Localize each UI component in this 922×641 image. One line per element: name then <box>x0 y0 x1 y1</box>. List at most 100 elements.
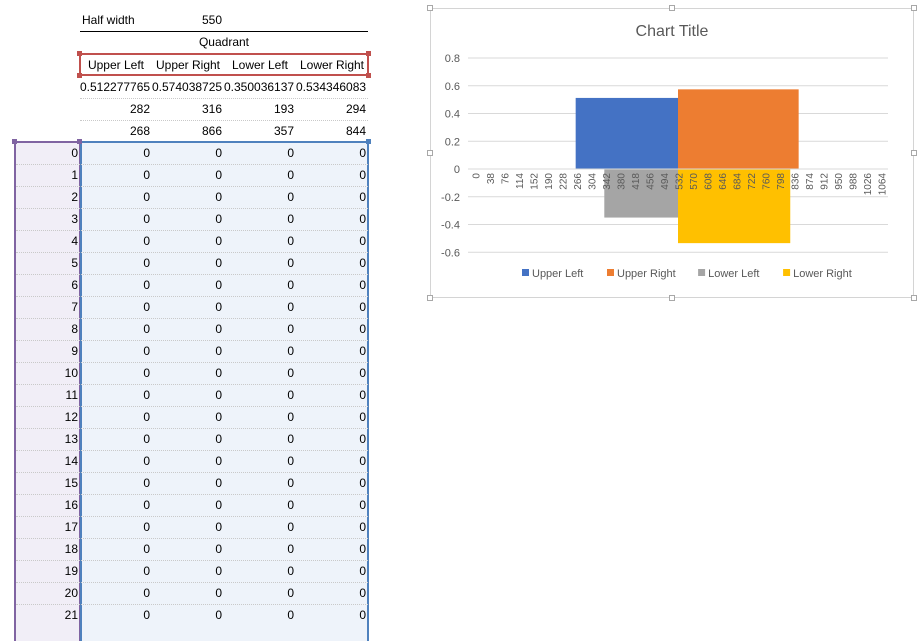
row-label[interactable]: 2 <box>71 190 78 204</box>
data-cell[interactable]: 0 <box>359 586 366 600</box>
data-cell[interactable]: 0 <box>215 498 222 512</box>
data-cell[interactable]: 0 <box>143 586 150 600</box>
data-cell[interactable]: 0 <box>359 168 366 182</box>
chart-resize-handle-tl[interactable] <box>427 5 433 11</box>
half-width-label[interactable]: Half width <box>82 13 135 27</box>
row-label[interactable]: 9 <box>71 344 78 358</box>
data-cell[interactable]: 0 <box>143 300 150 314</box>
data-cell[interactable]: 0 <box>287 388 294 402</box>
data-cell[interactable]: 0 <box>359 366 366 380</box>
data-cell[interactable]: 0 <box>143 410 150 424</box>
data-cell[interactable]: 0 <box>287 366 294 380</box>
row-label[interactable]: 17 <box>64 520 78 534</box>
data-cell[interactable]: 0 <box>215 146 222 160</box>
data-cell[interactable]: 0 <box>359 542 366 556</box>
data-cell[interactable]: 0 <box>287 608 294 622</box>
data-cell[interactable]: 0 <box>287 542 294 556</box>
data-cell[interactable]: 0 <box>143 146 150 160</box>
row-label[interactable]: 4 <box>71 234 78 248</box>
data-cell[interactable]: 0 <box>143 322 150 336</box>
data-cell[interactable]: 0 <box>359 454 366 468</box>
chart-resize-handle-tc[interactable] <box>669 5 675 11</box>
row-label[interactable]: 20 <box>64 586 78 600</box>
chart-resize-handle-bc[interactable] <box>669 295 675 301</box>
values-selection-handle[interactable] <box>366 139 371 144</box>
data-cell[interactable]: 0 <box>143 520 150 534</box>
data-cell[interactable]: 0 <box>359 344 366 358</box>
data-cell[interactable]: 0 <box>287 168 294 182</box>
data-cell[interactable]: 0 <box>359 608 366 622</box>
data-cell[interactable]: 0 <box>359 212 366 226</box>
data-cell[interactable]: 0 <box>287 454 294 468</box>
data-cell[interactable]: 0 <box>287 564 294 578</box>
data-cell[interactable]: 0 <box>287 344 294 358</box>
data-cell[interactable]: 0 <box>143 366 150 380</box>
summary-cell[interactable]: 357 <box>273 124 294 138</box>
data-cell[interactable]: 0 <box>359 520 366 534</box>
data-cell[interactable]: 0 <box>287 586 294 600</box>
summary-cell[interactable]: 0.350036137 <box>224 80 295 94</box>
summary-cell[interactable]: 0.574038725 <box>152 80 223 94</box>
data-cell[interactable]: 0 <box>215 168 222 182</box>
chart-resize-handle-br[interactable] <box>911 295 917 301</box>
summary-cell[interactable]: 268 <box>129 124 150 138</box>
row-label[interactable]: 1 <box>71 168 78 182</box>
data-cell[interactable]: 0 <box>287 234 294 248</box>
header-selection-handle[interactable] <box>366 51 371 56</box>
data-cell[interactable]: 0 <box>215 234 222 248</box>
summary-cell[interactable]: 193 <box>273 102 294 116</box>
data-cell[interactable]: 0 <box>359 388 366 402</box>
data-cell[interactable]: 0 <box>359 432 366 446</box>
row-label[interactable]: 15 <box>64 476 78 490</box>
data-cell[interactable]: 0 <box>143 542 150 556</box>
data-cell[interactable]: 0 <box>287 146 294 160</box>
row-label[interactable]: 19 <box>64 564 78 578</box>
summary-cell[interactable]: 294 <box>345 102 366 116</box>
header-selection-handle[interactable] <box>366 73 371 78</box>
data-cell[interactable]: 0 <box>359 190 366 204</box>
data-cell[interactable]: 0 <box>143 608 150 622</box>
half-width-value[interactable]: 550 <box>201 13 222 27</box>
data-cell[interactable]: 0 <box>359 476 366 490</box>
data-cell[interactable]: 0 <box>143 564 150 578</box>
chart-area[interactable]: Chart Title 0.8 0.6 0.4 0.2 0 -0.2 -0.4 -0.6 0 38 7… <box>430 8 914 298</box>
data-cell[interactable]: 0 <box>143 212 150 226</box>
row-label[interactable]: 6 <box>71 278 78 292</box>
data-cell[interactable]: 0 <box>287 432 294 446</box>
data-cell[interactable]: 0 <box>215 190 222 204</box>
header-selection-handle[interactable] <box>77 73 82 78</box>
quadrant-label[interactable]: Quadrant <box>198 35 250 49</box>
data-cell[interactable]: 0 <box>143 432 150 446</box>
data-cell[interactable]: 0 <box>143 388 150 402</box>
data-cell[interactable]: 0 <box>215 366 222 380</box>
chart-resize-handle-bl[interactable] <box>427 295 433 301</box>
data-cell[interactable]: 0 <box>215 278 222 292</box>
data-cell[interactable]: 0 <box>143 454 150 468</box>
data-cell[interactable]: 0 <box>287 190 294 204</box>
data-cell[interactable]: 0 <box>287 300 294 314</box>
data-cell[interactable]: 0 <box>143 278 150 292</box>
data-cell[interactable]: 0 <box>143 234 150 248</box>
summary-cell[interactable]: 282 <box>129 102 150 116</box>
data-cell[interactable]: 0 <box>143 168 150 182</box>
header-upper-right[interactable]: Upper Right <box>155 58 221 72</box>
data-cell[interactable]: 0 <box>287 520 294 534</box>
chart-resize-handle-ml[interactable] <box>427 150 433 156</box>
summary-cell[interactable]: 316 <box>201 102 222 116</box>
row-label[interactable]: 11 <box>65 388 78 402</box>
data-cell[interactable]: 0 <box>215 388 222 402</box>
row-label[interactable]: 0 <box>71 146 78 160</box>
data-cell[interactable]: 0 <box>215 608 222 622</box>
data-cell[interactable]: 0 <box>359 146 366 160</box>
data-cell[interactable]: 0 <box>359 498 366 512</box>
data-cell[interactable]: 0 <box>215 256 222 270</box>
header-selection-handle[interactable] <box>77 51 82 56</box>
data-cell[interactable]: 0 <box>215 212 222 226</box>
header-upper-left[interactable]: Upper Left <box>87 58 145 72</box>
data-cell[interactable]: 0 <box>215 410 222 424</box>
data-cell[interactable]: 0 <box>215 564 222 578</box>
data-cell[interactable]: 0 <box>215 586 222 600</box>
data-cell[interactable]: 0 <box>359 300 366 314</box>
data-cell[interactable]: 0 <box>215 542 222 556</box>
chart-resize-handle-tr[interactable] <box>911 5 917 11</box>
